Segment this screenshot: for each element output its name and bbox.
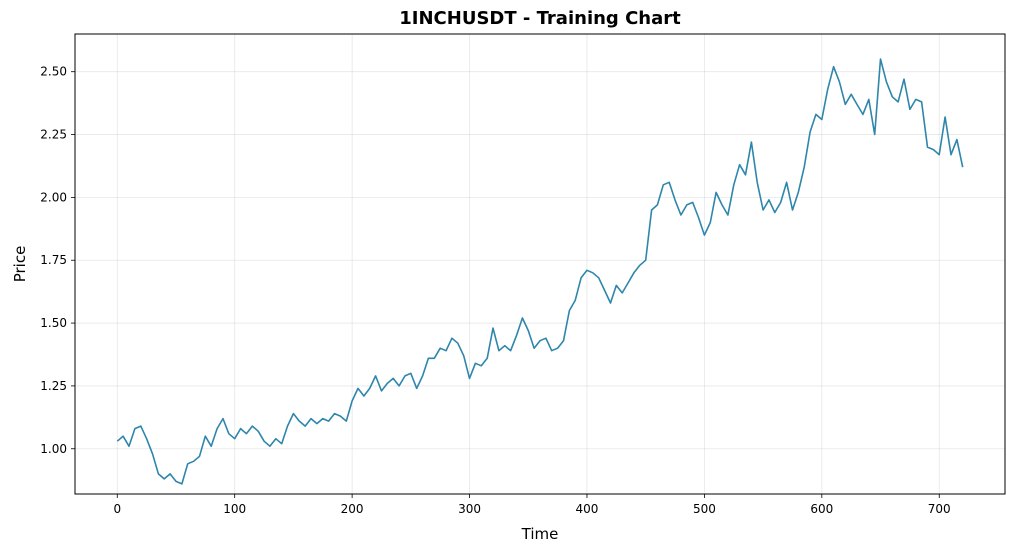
y-tick-label: 2.50: [40, 65, 67, 79]
y-tick-label: 1.75: [40, 253, 67, 267]
y-tick-label: 1.00: [40, 442, 67, 456]
x-axis-label: Time: [521, 525, 559, 543]
x-tick-label: 100: [223, 502, 246, 516]
x-tick-label: 300: [458, 502, 481, 516]
y-tick-label: 1.25: [40, 379, 67, 393]
chart-title: 1INCHUSDT - Training Chart: [399, 8, 681, 29]
x-tick-label: 0: [113, 502, 121, 516]
x-axis: 0 100 200 300 400 500 600 700: [113, 494, 951, 516]
plot-frame: [74, 33, 1006, 495]
price-series-line: [116, 58, 964, 485]
series-layer: [116, 58, 964, 485]
x-tick-label: 400: [576, 502, 599, 516]
x-tick-label: 600: [810, 502, 833, 516]
x-tick-label: 200: [341, 502, 364, 516]
grid-lines: [75, 34, 1005, 494]
y-axis-label: Price: [11, 246, 29, 283]
x-tick-label: 500: [693, 502, 716, 516]
y-axis: 1.00 1.25 1.50 1.75 2.00 2.25 2.50: [40, 65, 75, 456]
y-tick-label: 2.00: [40, 190, 67, 204]
x-tick-label: 700: [928, 502, 951, 516]
y-tick-label: 2.25: [40, 128, 67, 142]
y-tick-label: 1.50: [40, 316, 67, 330]
